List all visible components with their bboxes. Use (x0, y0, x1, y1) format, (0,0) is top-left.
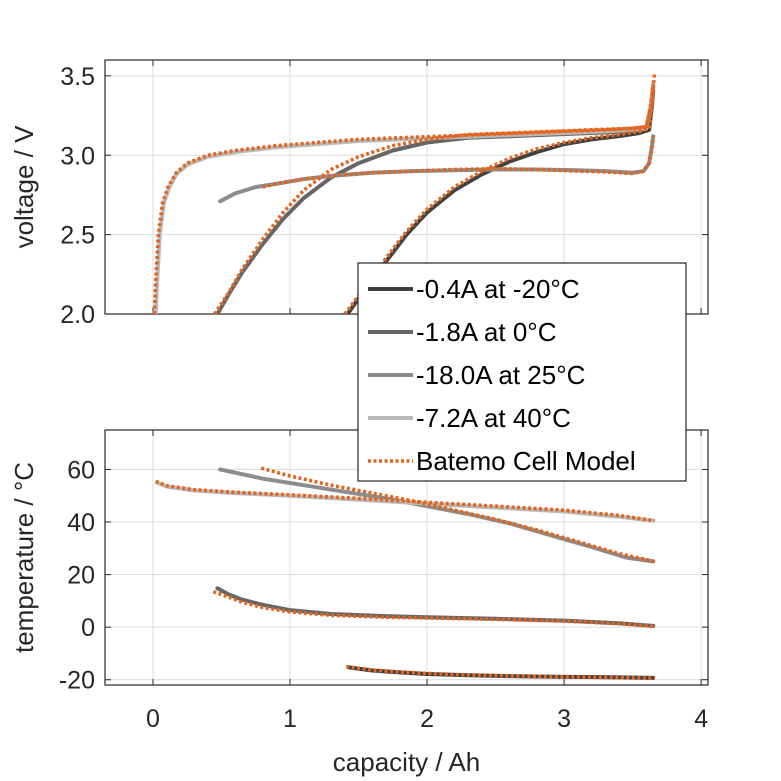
model-series-line (343, 88, 655, 314)
measured-series-line (218, 134, 656, 204)
model-series-line (213, 83, 655, 314)
temperature-series-group (155, 466, 656, 680)
y-tick-label: 60 (67, 456, 95, 484)
model-series-line (155, 479, 655, 523)
y-tick-label: 0 (81, 614, 95, 642)
y-tick-label: 2.5 (60, 222, 95, 250)
legend: -0.4A at -20°C -1.8A at 0°C -18.0A at 25°C… (357, 262, 687, 482)
y-tick-label: 40 (67, 509, 95, 537)
y-tick-label: -20 (59, 667, 95, 695)
x-tick-label: 2 (420, 705, 434, 733)
legend-label: -1.8A at 0°C (416, 317, 556, 347)
y-tick-label: 3.5 (60, 63, 95, 91)
measured-series-line (155, 480, 656, 523)
measured-series-line (345, 88, 656, 314)
legend-label: -0.4A at -20°C (416, 274, 580, 304)
model-series-line (345, 664, 655, 680)
y-axis-label: voltage / V (9, 125, 39, 249)
x-tick-label: 0 (146, 705, 160, 733)
y-tick-label: 3.0 (60, 142, 95, 170)
measured-series-line (218, 467, 656, 564)
voltage-series-group (152, 72, 657, 314)
temperature-panel: -20 0 20 40 60 0 1 2 3 4 capacity / Ah temperature … (9, 429, 709, 777)
x-tick-label: 4 (694, 705, 708, 733)
legend-label: -7.2A at 40°C (416, 403, 571, 433)
y-axis-label: temperature / °C (9, 462, 39, 653)
legend-box (357, 262, 687, 482)
x-axis-label: capacity / Ah (333, 747, 480, 777)
legend-label: -18.0A at 25°C (416, 360, 585, 390)
model-series-line (262, 135, 655, 189)
model-series-line (212, 589, 655, 629)
y-tick-label: 20 (67, 562, 95, 590)
model-series-line (260, 466, 655, 564)
x-tick-label: 3 (557, 705, 571, 733)
legend-label: Batemo Cell Model (416, 446, 636, 476)
y-tick-label: 2.0 (60, 301, 95, 329)
x-tick-label: 1 (283, 705, 297, 733)
measured-series-line (215, 586, 656, 628)
